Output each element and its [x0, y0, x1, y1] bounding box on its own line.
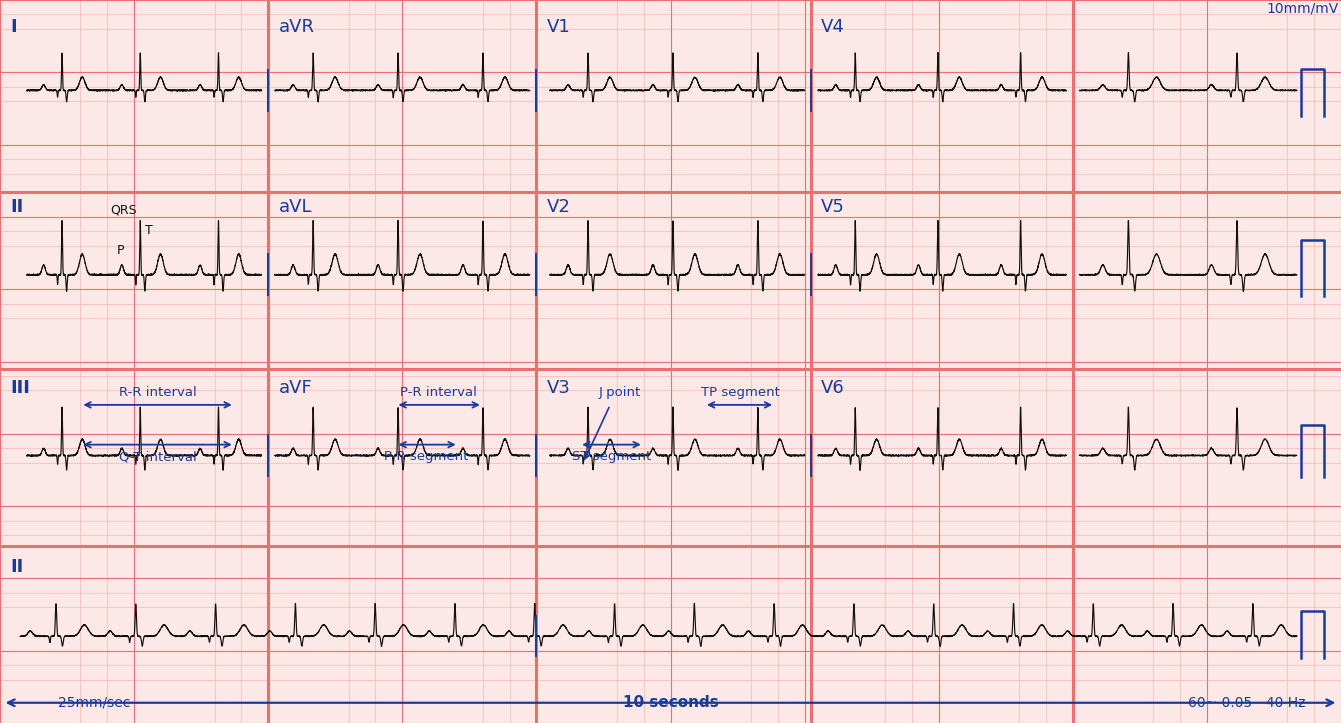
Text: QRS: QRS: [110, 204, 137, 217]
Text: aVR: aVR: [279, 18, 315, 36]
Text: V1: V1: [547, 18, 571, 36]
Text: R-R interval: R-R interval: [119, 386, 197, 399]
Text: P: P: [117, 244, 125, 257]
Text: 25mm/sec: 25mm/sec: [58, 696, 130, 710]
Text: V4: V4: [821, 18, 845, 36]
Text: II: II: [11, 558, 24, 576]
Text: V5: V5: [821, 198, 845, 216]
Text: V3: V3: [547, 379, 571, 397]
Text: J point: J point: [598, 386, 641, 399]
Text: aVF: aVF: [279, 379, 312, 397]
Text: 60~ 0.05 - 40 Hz: 60~ 0.05 - 40 Hz: [1188, 696, 1306, 710]
Text: V2: V2: [547, 198, 571, 216]
Text: T: T: [145, 224, 153, 237]
Text: V6: V6: [821, 379, 845, 397]
Text: I: I: [11, 18, 17, 36]
Text: III: III: [11, 379, 31, 397]
Text: II: II: [11, 198, 24, 216]
Text: P-R segment: P-R segment: [385, 450, 468, 463]
Text: ST segment: ST segment: [571, 450, 652, 463]
Text: Q-T interval: Q-T interval: [119, 450, 197, 463]
Text: aVL: aVL: [279, 198, 312, 216]
Text: 10 seconds: 10 seconds: [622, 695, 719, 710]
Text: TP segment: TP segment: [701, 386, 779, 399]
Text: P-R interval: P-R interval: [400, 386, 477, 399]
Text: 10mm/mV: 10mm/mV: [1266, 1, 1338, 15]
